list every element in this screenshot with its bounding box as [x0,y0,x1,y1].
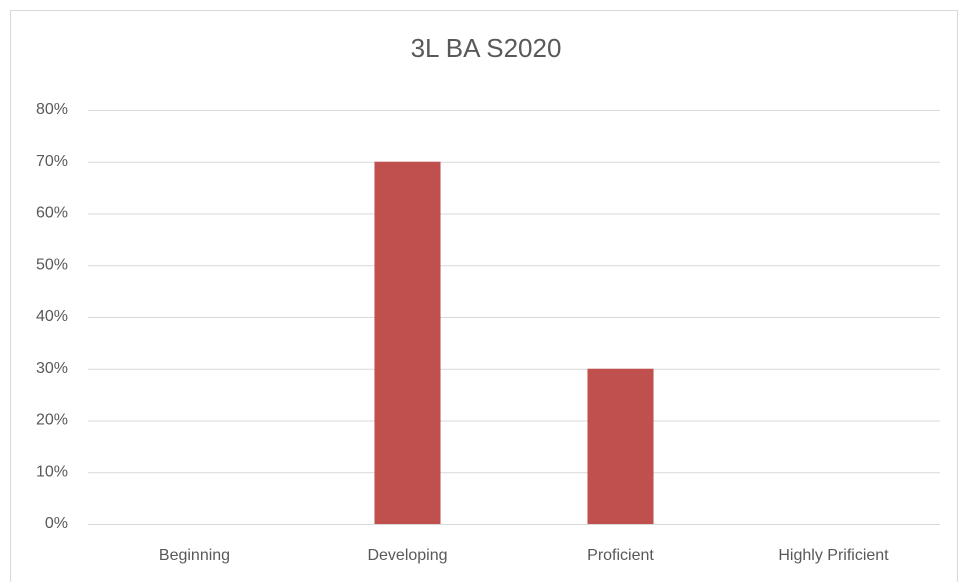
y-tick-label: 20% [36,412,68,429]
y-tick-label: 10% [36,463,68,480]
bar [374,161,441,524]
y-tick-label: 80% [36,101,68,118]
y-tick-label: 50% [36,256,68,273]
x-tick-label: Highly Prificient [778,547,889,564]
chart-border [10,10,958,582]
y-tick-label: 70% [36,153,68,170]
x-tick-label: Beginning [159,547,230,564]
y-tick-label: 60% [36,205,68,222]
y-tick-label: 30% [36,360,68,377]
y-tick-label: 40% [36,308,68,325]
x-tick-label: Developing [367,547,447,564]
x-tick-label: Proficient [587,547,654,564]
bar [587,368,654,524]
chart-title: 3L BA S2020 [411,33,562,63]
y-tick-label: 0% [45,515,68,532]
